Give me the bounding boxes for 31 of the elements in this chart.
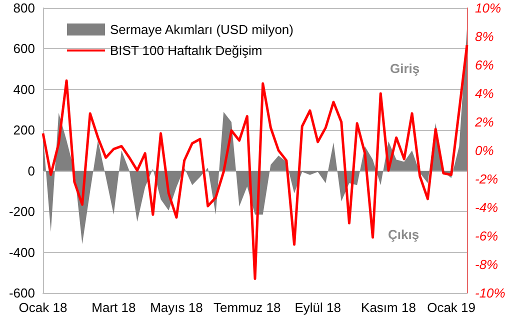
y2-tick-label: -10% [475, 286, 506, 300]
x-tick-label: Mart 18 [92, 300, 136, 315]
y2-tick-label: 6% [475, 58, 494, 72]
x-tick-label: Eylül 18 [294, 300, 341, 315]
annotation: Giriş [390, 61, 420, 76]
legend-label: Sermaye Akımları (USD milyon) [110, 22, 294, 37]
x-tick-label: Ocak 18 [18, 300, 68, 315]
x-tick-label: Kasım 18 [361, 300, 416, 315]
y2-tick-label: -2% [475, 172, 498, 186]
y2-tick-label: 2% [474, 114, 494, 130]
x-tick-label: Ocak 19 [427, 300, 476, 315]
x-tick-label: Temmuz 18 [214, 300, 281, 315]
y2-tick-label: 0% [475, 143, 494, 158]
annotation: Çıkış [388, 227, 420, 242]
y2-tick-label: 8% [475, 29, 494, 44]
legend-label: BIST 100 Haftalık Değişim [110, 43, 262, 58]
y2-tick-label: -8% [475, 257, 498, 272]
y-tick-label: 0 [28, 163, 35, 178]
y-tick-label: -200 [8, 204, 35, 220]
x-tick-label: Mayıs 18 [150, 300, 203, 315]
y2-tick-label: 4% [475, 86, 494, 101]
y-tick-label: -600 [8, 286, 35, 300]
y-tick-label: 200 [13, 122, 35, 138]
y2-tick-label: -4% [475, 200, 498, 215]
y-tick-label: -400 [8, 244, 35, 260]
y-tick-label: 600 [13, 41, 35, 56]
y-tick-label: 800 [13, 0, 35, 16]
y2-tick-label: 10% [475, 0, 502, 16]
line-series [42, 44, 468, 280]
y-tick-label: 400 [13, 82, 35, 97]
y2-tick-label: -6% [475, 228, 498, 244]
